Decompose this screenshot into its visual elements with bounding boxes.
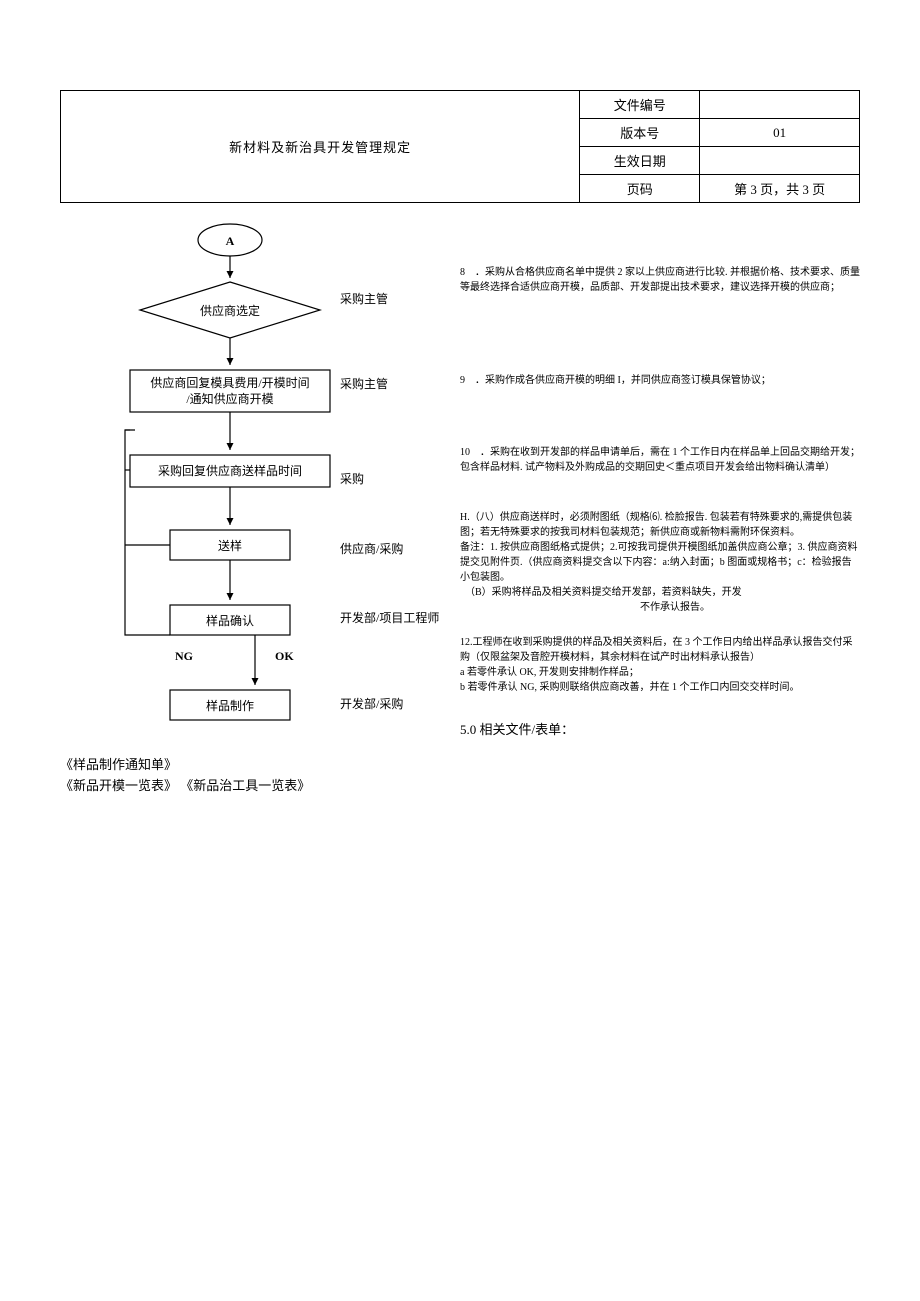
field-label-version: 版本号	[580, 119, 700, 147]
process-flowchart: A 供应商选定 供应商回复模具费用/开模时间 /通知供应商开模 采购回复供应商送…	[75, 220, 335, 760]
desc-11: H.（八）供应商送样时，必须附图纸（规格⑹. 检脸报告. 包装若有特殊要求的,需…	[460, 510, 860, 615]
flow-ng-label: NG	[175, 649, 193, 663]
footer-ref-2: 《新品开模一览表》 《新品治工具一览表》	[60, 776, 310, 797]
flow-confirm-label: 样品确认	[206, 613, 254, 628]
resp-3: 采购	[340, 470, 364, 487]
resp-5: 开发部/项目工程师	[340, 610, 439, 627]
flow-make-label: 样品制作	[206, 698, 254, 713]
flow-supplier-select-label: 供应商选定	[200, 303, 260, 318]
field-value-version: 01	[700, 119, 860, 147]
doc-header-table: 新材料及新治具开发管理规定 文件编号 版本号 01 生效日期 页码 第 3 页，…	[60, 90, 860, 203]
desc-9: 9 ．采购作成各供应商开模的明细 I，并同供应商签订模具保管协议；	[460, 373, 860, 388]
flow-sample-label: 送样	[218, 538, 242, 553]
resp-6: 开发部/采购	[340, 695, 403, 712]
field-label-effdate: 生效日期	[580, 147, 700, 175]
field-value-effdate	[700, 147, 860, 175]
footer-references: 《样品制作通知单》 《新品开模一览表》 《新品治工具一览表》	[60, 755, 310, 797]
field-label-page: 页码	[580, 175, 700, 203]
flow-ok-label: OK	[275, 649, 294, 663]
flow-start-label: A	[226, 234, 235, 248]
flow-supplier-reply-l2: /通知供应商开模	[186, 391, 273, 406]
desc-12: 12.工程师在收到采购提供的样品及相关资料后，在 3 个工作日内给出样品承认报告…	[460, 635, 860, 695]
flow-schedule-label: 采购回复供应商送样品时间	[158, 463, 302, 478]
field-label-docno: 文件编号	[580, 91, 700, 119]
related-docs-heading: 5.0 相关文件/表单：	[460, 720, 860, 740]
field-value-docno	[700, 91, 860, 119]
doc-title: 新材料及新治具开发管理规定	[61, 91, 580, 203]
field-value-page: 第 3 页，共 3 页	[700, 175, 860, 203]
flow-supplier-reply-l1: 供应商回复模具费用/开模时间	[150, 375, 309, 390]
resp-2: 采购主管	[340, 375, 388, 392]
desc-10: 10 ．采购在收到开发部的样品申请单后，需在 1 个工作日内在样品单上回品交期给…	[460, 445, 860, 475]
resp-4: 供应商/采购	[340, 540, 403, 557]
desc-8: 8 ．采购从合格供应商名单中提供 2 家以上供应商进行比较. 并根据价格、技术要…	[460, 265, 860, 295]
resp-1: 采购主管	[340, 290, 388, 307]
footer-ref-1: 《样品制作通知单》	[60, 755, 310, 776]
